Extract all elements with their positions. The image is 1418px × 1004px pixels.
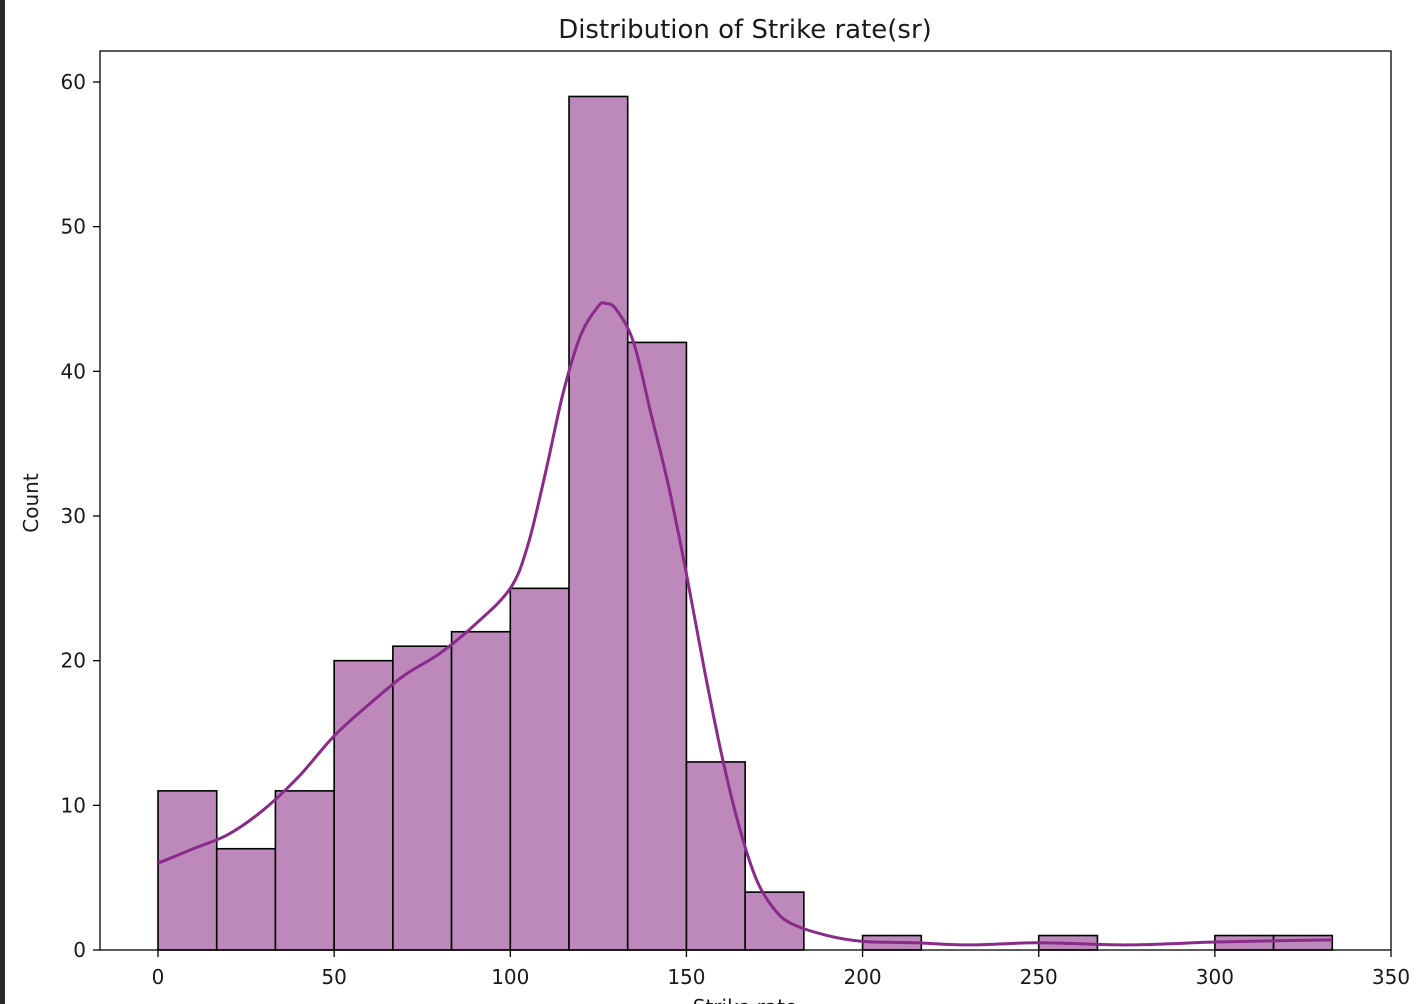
kde-line — [157, 301, 1333, 947]
x-tick-label: 350 — [1372, 965, 1410, 989]
kde-group — [157, 301, 1333, 947]
plot-frame — [99, 50, 1392, 951]
y-tick-label: 0 — [73, 938, 86, 962]
x-tick-label: 250 — [1020, 965, 1058, 989]
x-tick-label: 50 — [321, 965, 346, 989]
y-tick-label: 60 — [61, 70, 86, 94]
x-tick-label: 150 — [667, 965, 705, 989]
y-axis-label: Count — [19, 473, 43, 533]
x-axis-label: Strike rate — [693, 995, 797, 1004]
y-tick-label: 50 — [61, 215, 86, 239]
y-tick-label: 20 — [61, 649, 86, 673]
histogram-bar — [450, 630, 512, 951]
histogram-bar — [685, 761, 746, 951]
histogram-bar — [215, 847, 277, 951]
x-tick-label: 0 — [152, 965, 165, 989]
histogram-bar — [392, 645, 453, 951]
x-tick-label: 300 — [1196, 965, 1234, 989]
window-frame-edge — [0, 0, 5, 1004]
y-tick-label: 10 — [61, 793, 86, 817]
histogram-bar — [157, 790, 218, 951]
y-tick-label: 30 — [61, 504, 86, 528]
histogram-bar — [274, 790, 335, 951]
histogram-bar — [333, 659, 394, 951]
histogram-bar — [1272, 934, 1334, 951]
x-tick-label: 200 — [843, 965, 881, 989]
chart-title: Distribution of Strike rate(sr) — [558, 15, 932, 45]
bars-group — [157, 95, 1334, 951]
histogram-bar — [568, 95, 629, 951]
histogram-bar — [744, 891, 805, 951]
x-tick-label: 100 — [491, 965, 529, 989]
axes-group: 0 50 100 150 200 250 300 350 0 10 20 30 40 50 60 — [61, 50, 1410, 989]
y-tick-label: 40 — [61, 359, 86, 383]
histogram-bar — [509, 587, 570, 951]
